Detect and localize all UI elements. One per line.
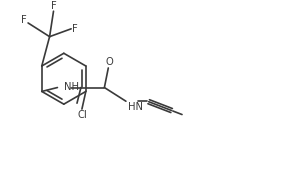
- Text: F: F: [51, 1, 56, 11]
- Text: Cl: Cl: [77, 110, 87, 120]
- Text: F: F: [21, 15, 27, 25]
- Text: F: F: [72, 24, 78, 34]
- Text: NH: NH: [64, 81, 79, 91]
- Text: HN: HN: [128, 102, 143, 112]
- Text: O: O: [105, 57, 113, 67]
